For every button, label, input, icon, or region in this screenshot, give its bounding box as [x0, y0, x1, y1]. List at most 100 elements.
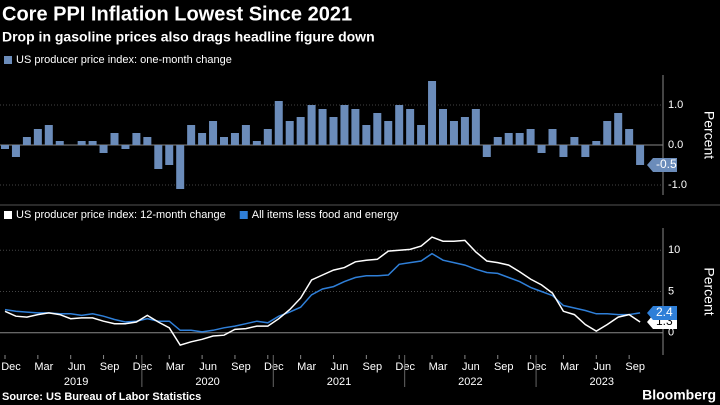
bar	[362, 125, 371, 145]
bar	[318, 109, 327, 145]
bar	[307, 105, 316, 145]
chart-subtitle: Drop in gasoline prices also drags headl…	[2, 29, 375, 45]
bar	[471, 109, 480, 145]
bar	[636, 145, 645, 165]
bar	[493, 137, 502, 145]
y-tick-label: 10	[668, 244, 680, 256]
bar	[625, 129, 634, 145]
bar	[252, 141, 261, 145]
bar	[603, 121, 612, 145]
bar	[77, 141, 86, 145]
bar	[504, 133, 513, 145]
bar	[417, 125, 426, 145]
bar	[526, 129, 535, 145]
year-label: 2021	[327, 376, 351, 388]
x-tick-label: Dec	[395, 361, 415, 373]
x-tick-label: Mar	[34, 361, 53, 373]
x-tick-label: Mar	[166, 361, 185, 373]
bar	[263, 129, 272, 145]
bar	[581, 145, 590, 157]
bar	[428, 81, 437, 145]
bar	[110, 133, 119, 145]
bar	[329, 117, 338, 145]
bar	[99, 145, 108, 153]
bar	[44, 125, 53, 145]
x-tick-label: Sep	[494, 361, 514, 373]
bar	[449, 121, 458, 145]
legend-swatch	[239, 211, 248, 219]
legend-swatch	[4, 211, 12, 219]
legend-label: US producer price index: 12-month change	[16, 209, 226, 221]
bar	[482, 145, 491, 157]
bar	[395, 105, 404, 145]
bar	[241, 125, 250, 145]
y-tick-label: 5	[668, 285, 674, 297]
last-value-label: 2.4	[656, 305, 673, 319]
bar	[22, 137, 31, 145]
x-tick-label: Sep	[231, 361, 251, 373]
bar	[1, 145, 9, 149]
x-tick-label: Jun	[462, 361, 480, 373]
bar	[230, 133, 239, 145]
legend-swatch	[4, 56, 12, 64]
year-label: 2022	[458, 376, 482, 388]
x-tick-label: Jun	[331, 361, 349, 373]
bar	[285, 121, 294, 145]
y-axis-label: Percent	[701, 267, 717, 315]
line	[4, 252, 641, 333]
bar	[296, 117, 305, 145]
bar	[165, 145, 174, 165]
bar	[373, 113, 382, 145]
bar	[209, 121, 218, 145]
x-tick-label: Jun	[199, 361, 217, 373]
x-tick-label: Dec	[264, 361, 284, 373]
bar	[537, 145, 546, 153]
chart-title: Core PPI Inflation Lowest Since 2021	[2, 3, 352, 25]
legend-label: All items less food and energy	[252, 209, 399, 221]
x-tick-label: Sep	[363, 361, 383, 373]
last-value-tag	[647, 158, 677, 172]
x-tick-label: Mar	[297, 361, 316, 373]
x-tick-label: Jun	[68, 361, 86, 373]
bar	[515, 133, 524, 145]
bar	[460, 117, 469, 145]
x-tick-label: Jun	[593, 361, 611, 373]
last-value-tag	[647, 305, 677, 320]
bar	[384, 121, 393, 145]
bar	[176, 145, 185, 189]
year-label: 2023	[590, 376, 614, 388]
x-tick-label: Dec	[133, 361, 153, 373]
bar	[406, 109, 415, 145]
bar	[614, 113, 623, 145]
last-value-label: -0.5	[656, 157, 677, 171]
bar	[570, 137, 579, 145]
bar	[559, 145, 568, 157]
y-tick-label: 0	[668, 327, 674, 339]
bar	[351, 109, 360, 145]
brand: Bloomberg	[642, 387, 716, 403]
source: Source: US Bureau of Labor Statistics	[2, 391, 201, 403]
bar	[11, 145, 20, 157]
x-tick-label: Sep	[625, 361, 645, 373]
y-axis-label: Percent	[701, 111, 717, 159]
bar	[143, 137, 152, 145]
line	[4, 236, 641, 346]
x-tick-label: Mar	[429, 361, 448, 373]
bar	[55, 141, 64, 145]
x-tick-label: Dec	[1, 361, 21, 373]
y-tick-label: 0.0	[668, 139, 683, 151]
bar	[154, 145, 163, 169]
y-tick-label: 1.0	[668, 99, 683, 111]
legend-label: US producer price index: one-month chang…	[16, 54, 232, 66]
bar	[88, 141, 97, 145]
bar	[198, 133, 207, 145]
bar	[33, 129, 42, 145]
bar	[274, 101, 283, 145]
bar	[187, 125, 196, 145]
year-label: 2020	[195, 376, 219, 388]
x-tick-label: Dec	[527, 361, 547, 373]
bar	[548, 129, 557, 145]
bar	[439, 109, 447, 145]
